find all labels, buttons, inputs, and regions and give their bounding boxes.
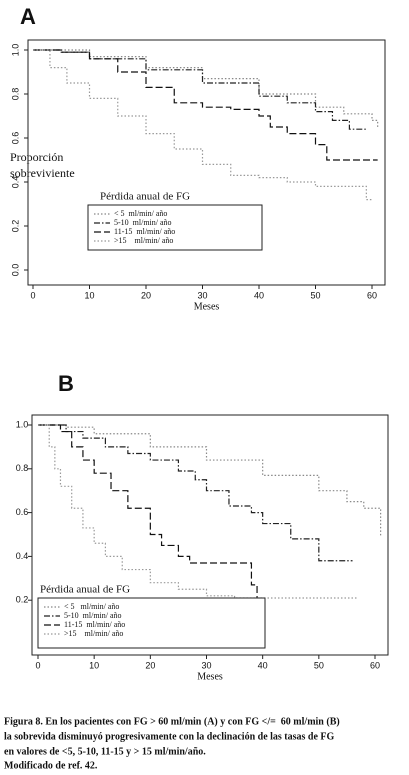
x-tick-label: 30	[197, 290, 207, 300]
legend-label: >15 ml/min/ año	[114, 236, 173, 245]
survival-line	[38, 424, 359, 599]
survival-line	[33, 49, 372, 201]
legend-title: Pérdida anual de FG	[40, 584, 130, 596]
y-tick-label: 0.6	[16, 507, 29, 517]
survival-line	[33, 49, 379, 127]
legend-label: 5-10 ml/min/ año	[114, 218, 172, 227]
y-tick-label: 0.4	[10, 176, 20, 189]
caption: en valores de <5, 5-10, 11-15 y > 15 ml/…	[4, 746, 206, 757]
x-tick-label: 0	[30, 290, 35, 300]
caption: la sobrevida disminuyó progresivamente c…	[4, 731, 335, 742]
x-tick-label: 60	[367, 290, 377, 300]
y-tick-label: 0.8	[16, 463, 29, 473]
y-tick-label: 0.0	[10, 264, 20, 277]
x-tick-label: 40	[254, 290, 264, 300]
legend-box	[87, 204, 263, 251]
panel-label: B	[58, 371, 74, 396]
x-tick-label: 50	[310, 290, 320, 300]
x-axis-label: Meses	[194, 301, 220, 312]
x-tick-label: 10	[84, 290, 94, 300]
legend-label: >15 ml/min/ año	[64, 629, 123, 638]
legend-title: Pérdida anual de FG	[100, 191, 190, 203]
legend-label: < 5 ml/min/ año	[64, 602, 119, 611]
x-tick-label: 20	[145, 660, 155, 670]
y-tick-label: 0.8	[10, 88, 20, 101]
survival-line	[33, 49, 378, 161]
y-tick-label: 1.0	[10, 44, 20, 57]
legend-box	[37, 597, 266, 649]
x-tick-label: 10	[89, 660, 99, 670]
legend-label: 11-15 ml/min/ año	[64, 620, 125, 629]
legend-label: 11-15 ml/min/ año	[114, 227, 175, 236]
x-tick-label: 50	[314, 660, 324, 670]
survival-line	[38, 424, 353, 562]
x-tick-label: 60	[370, 660, 380, 670]
x-tick-label: 40	[258, 660, 268, 670]
y-tick-label: 0.2	[10, 220, 20, 233]
x-tick-label: 20	[141, 290, 151, 300]
x-tick-label: 30	[201, 660, 211, 670]
caption: Modificado de ref. 42.	[4, 760, 98, 771]
caption: Figura 8. En los pacientes con FG > 60 m…	[4, 716, 340, 727]
y-tick-label: 0.6	[10, 132, 20, 145]
y-axis-label: Proporción	[10, 150, 63, 164]
x-axis-label: Meses	[197, 671, 223, 682]
legend-label: < 5 ml/min/ año	[114, 209, 167, 218]
survival-line	[33, 49, 367, 130]
survival-line	[38, 424, 263, 601]
plot-frame	[27, 39, 386, 286]
y-tick-label: 0.4	[16, 551, 29, 561]
legend-label: 5-10 ml/min/ año	[64, 611, 122, 620]
x-tick-label: 0	[35, 660, 40, 670]
panel-label: A	[20, 4, 36, 29]
survival-line	[38, 424, 382, 537]
y-axis-label: sobreviviente	[10, 166, 75, 180]
plot-frame	[31, 414, 389, 656]
y-tick-label: 1.0	[16, 419, 29, 429]
y-tick-label: 0.2	[16, 595, 29, 605]
